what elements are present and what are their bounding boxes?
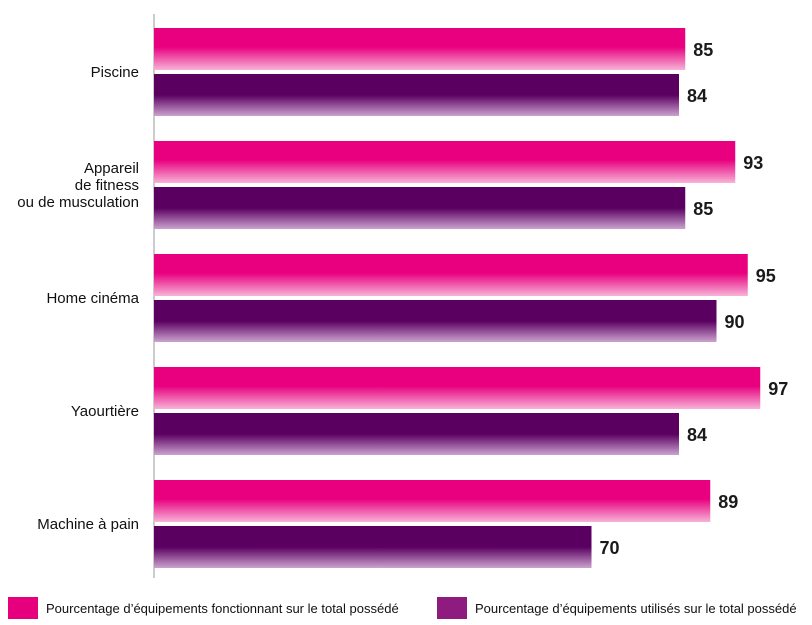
- value-label-fonctionnant-3: 97: [768, 379, 788, 399]
- category-label-1: Appareil de fitness ou de musculation: [17, 160, 139, 211]
- category-label-line: Home cinéma: [46, 290, 139, 307]
- legend-label-utilises: Pourcentage d’équipements utilisés sur l…: [475, 600, 797, 616]
- value-label-fonctionnant-0: 85: [693, 40, 713, 60]
- legend-swatch-utilises: [437, 597, 467, 619]
- legend-item-fonctionnant: Pourcentage d’équipements fonctionnant s…: [8, 597, 399, 619]
- category-label-3: Yaourtière: [71, 403, 139, 420]
- category-label-line: Yaourtière: [71, 403, 139, 420]
- bar-utilises-1: [154, 187, 686, 229]
- bar-fonctionnant-1: [154, 141, 736, 183]
- bar-fonctionnant-4: [154, 480, 711, 522]
- category-label-0: Piscine: [91, 64, 139, 81]
- bar-utilises-3: [154, 413, 679, 455]
- bar-fonctionnant-0: [154, 28, 686, 70]
- value-label-fonctionnant-4: 89: [718, 492, 738, 512]
- legend-item-utilises: Pourcentage d’équipements utilisés sur l…: [437, 597, 797, 619]
- bar-utilises-0: [154, 74, 679, 116]
- category-label-line: Appareil: [84, 160, 139, 177]
- value-label-fonctionnant-1: 93: [743, 153, 763, 173]
- value-label-utilises-4: 70: [600, 538, 620, 558]
- category-label-line: Piscine: [91, 64, 139, 81]
- bar-utilises-4: [154, 526, 592, 568]
- category-label-line: de fitness: [75, 177, 139, 194]
- bar-fonctionnant-2: [154, 254, 748, 296]
- category-label-line: ou de musculation: [17, 194, 139, 211]
- value-label-fonctionnant-2: 95: [756, 266, 776, 286]
- category-label-2: Home cinéma: [46, 290, 139, 307]
- value-label-utilises-2: 90: [725, 312, 745, 332]
- value-label-utilises-0: 84: [687, 86, 707, 106]
- legend-label-fonctionnant: Pourcentage d’équipements fonctionnant s…: [46, 600, 399, 616]
- value-label-utilises-1: 85: [693, 199, 713, 219]
- category-label-line: Machine à pain: [37, 516, 139, 533]
- bar-utilises-2: [154, 300, 717, 342]
- bar-fonctionnant-3: [154, 367, 761, 409]
- category-label-4: Machine à pain: [37, 516, 139, 533]
- legend-swatch-fonctionnant: [8, 597, 38, 619]
- value-label-utilises-3: 84: [687, 425, 707, 445]
